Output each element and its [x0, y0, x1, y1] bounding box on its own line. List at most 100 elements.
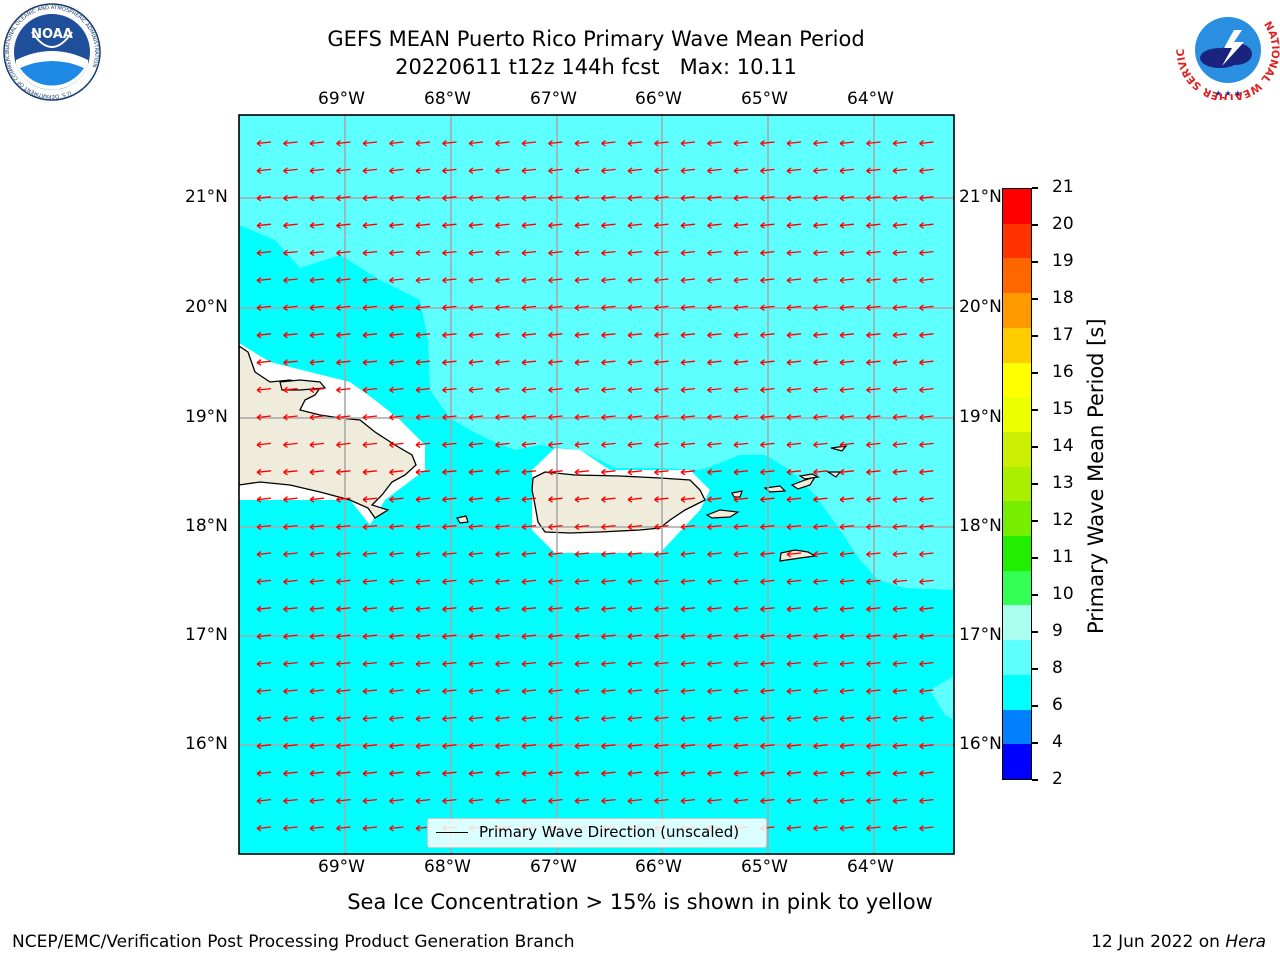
wave-arrow	[521, 660, 537, 668]
wave-arrow	[892, 413, 908, 421]
wave-arrow	[760, 441, 775, 448]
wave-arrow	[866, 523, 881, 531]
wave-arrow	[892, 441, 908, 448]
wave-arrow	[760, 770, 775, 777]
wave-arrow	[495, 633, 510, 640]
wave-arrow	[866, 386, 881, 394]
wave-arrow	[495, 742, 510, 750]
wave-arrow	[574, 441, 590, 448]
wave-arrow	[415, 797, 431, 805]
wave-arrow	[548, 687, 563, 695]
lat-label-left: 16°N	[185, 734, 228, 754]
colorbar-tick-mark	[1032, 779, 1038, 781]
colorbar-tick-label: 10	[1052, 584, 1074, 604]
wave-arrow	[654, 605, 669, 613]
wave-arrow	[786, 331, 802, 339]
wave-arrow	[468, 770, 484, 777]
wave-arrow	[866, 441, 881, 448]
wave-arrow	[919, 468, 934, 476]
wave-arrow	[919, 249, 934, 257]
wave-arrow	[495, 468, 510, 476]
wave-arrow	[786, 523, 802, 531]
wave-arrow	[813, 660, 828, 668]
wave-arrow	[362, 687, 378, 695]
wave-arrow	[362, 359, 378, 366]
wave-arrow	[468, 523, 484, 531]
wave-arrow	[892, 715, 908, 722]
wave-arrow	[256, 605, 272, 613]
wave-arrow	[813, 715, 828, 722]
wave-arrow	[627, 742, 643, 750]
wave-arrow	[548, 331, 563, 339]
wave-arrow	[495, 797, 510, 805]
wave-arrow	[866, 687, 881, 695]
wave-arrow	[813, 550, 828, 558]
colorbar-tick-label: 2	[1052, 769, 1063, 789]
wave-arrow	[707, 222, 722, 229]
wave-arrow	[707, 331, 722, 339]
wave-arrow	[283, 550, 298, 558]
wave-arrow	[627, 578, 643, 585]
wave-arrow	[680, 194, 696, 202]
wave-arrow	[919, 386, 934, 394]
wave-arrow	[786, 715, 802, 722]
wave-arrow	[866, 824, 881, 832]
wave-arrow	[707, 276, 722, 284]
wave-arrow	[707, 194, 722, 202]
lon-label-top: 64°W	[847, 89, 894, 109]
wave-arrow	[654, 468, 669, 476]
wave-arrow	[283, 468, 298, 476]
wave-arrow	[362, 660, 378, 668]
wave-arrow	[442, 194, 457, 202]
ocean-corner	[930, 676, 954, 720]
wave-arrow	[627, 194, 643, 202]
wave-arrow	[309, 222, 325, 229]
wave-arrow	[919, 194, 934, 202]
wave-arrow	[362, 139, 378, 147]
colorbar-tick-mark	[1032, 261, 1038, 263]
wave-arrow	[468, 441, 484, 448]
lat-label-right: 21°N	[959, 187, 1002, 207]
colorbar-band	[1003, 501, 1031, 537]
wave-arrow	[760, 742, 775, 750]
wave-arrow	[574, 359, 590, 366]
wave-arrow	[256, 824, 272, 832]
wave-arrow	[442, 331, 457, 339]
wave-arrow	[733, 633, 749, 640]
wave-arrow	[892, 331, 908, 339]
wave-arrow	[336, 687, 351, 695]
wave-arrow	[839, 468, 855, 476]
wave-arrow	[627, 222, 643, 229]
wave-arrow	[866, 249, 881, 257]
wave-arrow	[707, 770, 722, 777]
wave-arrow	[309, 167, 325, 174]
wave-arrow	[680, 249, 696, 257]
wave-arrow	[256, 742, 272, 750]
wave-arrow	[707, 249, 722, 257]
wave-arrow	[601, 276, 616, 284]
wave-arrow	[309, 605, 325, 613]
wave-arrow	[362, 824, 378, 832]
colorbar-tick-label: 21	[1052, 177, 1074, 197]
wave-arrow	[813, 441, 828, 448]
wave-arrow	[336, 496, 351, 503]
wave-arrow	[760, 550, 775, 558]
wave-arrow	[389, 687, 404, 695]
wave-arrow	[495, 605, 510, 613]
wave-arrow	[786, 194, 802, 202]
wave-arrow	[283, 742, 298, 750]
wave-arrow	[548, 633, 563, 640]
wave-arrow	[389, 797, 404, 805]
wave-arrow	[601, 742, 616, 750]
wave-arrow	[521, 715, 537, 722]
wave-arrow	[866, 194, 881, 202]
wave-arrow	[919, 331, 934, 339]
wave-arrow	[574, 633, 590, 640]
wave-arrow	[521, 222, 537, 229]
wave-arrow	[654, 222, 669, 229]
lon-label-bottom: 65°W	[741, 857, 788, 877]
wave-arrow	[468, 496, 484, 503]
wave-arrow	[468, 468, 484, 476]
wave-arrow	[336, 386, 351, 394]
wave-arrow	[362, 770, 378, 777]
